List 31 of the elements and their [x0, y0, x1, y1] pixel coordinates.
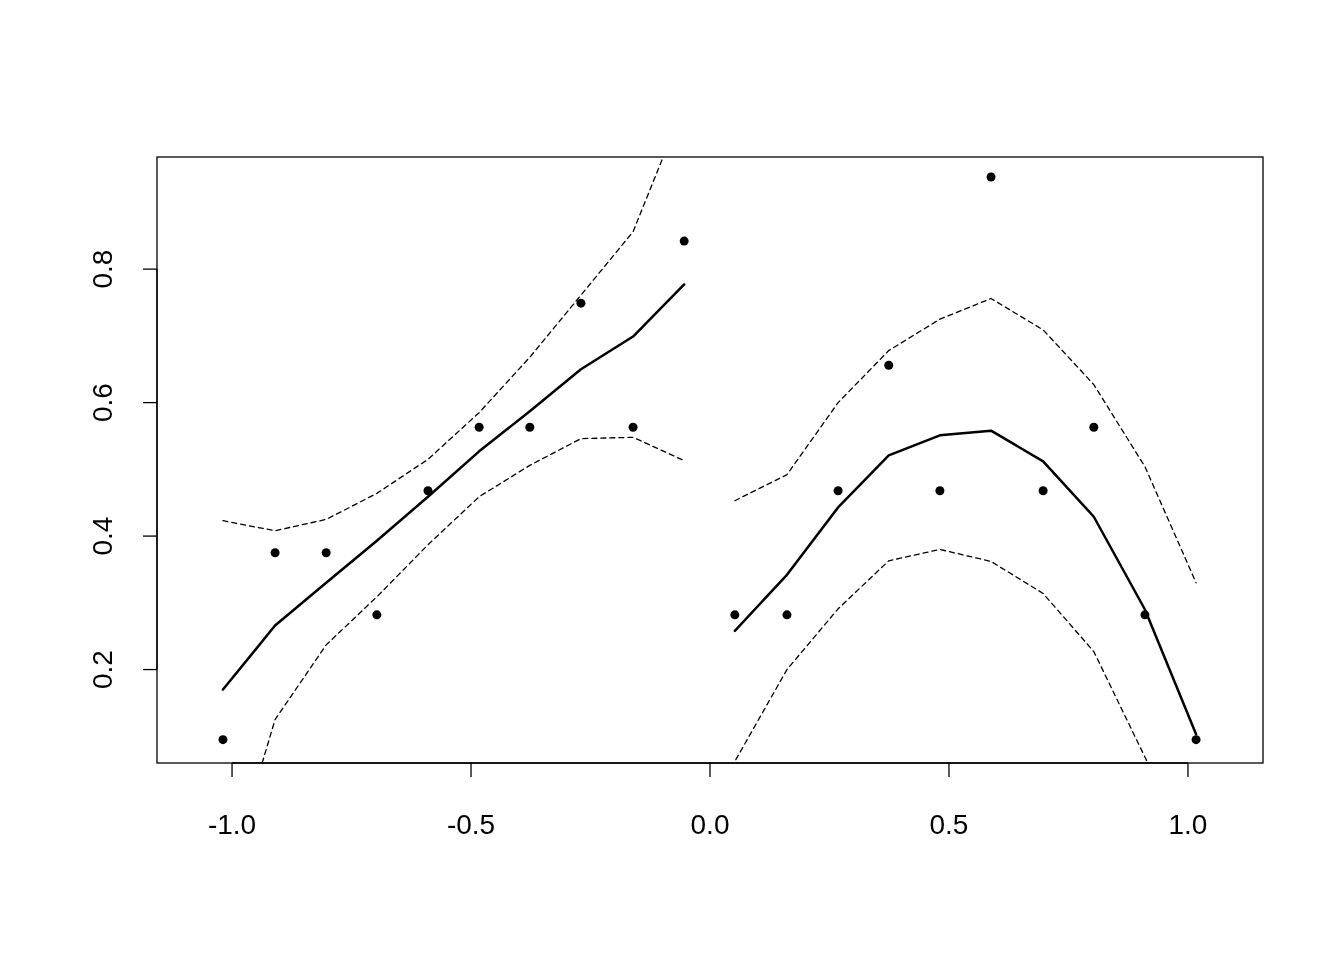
line-series [222, 157, 664, 532]
point [628, 422, 638, 432]
point [1038, 486, 1048, 496]
point [423, 486, 433, 496]
point [321, 548, 331, 558]
x-tick-label: 1.0 [1168, 809, 1208, 840]
point [935, 486, 945, 496]
point [218, 735, 228, 745]
point [730, 610, 740, 620]
point [1191, 735, 1201, 745]
line-series [734, 297, 1197, 584]
point [1089, 422, 1099, 432]
point [986, 172, 996, 182]
line-series [221, 283, 686, 691]
point [576, 298, 586, 308]
point [474, 422, 484, 432]
point [270, 548, 280, 558]
point [525, 422, 535, 432]
x-tick-label: 0.5 [929, 809, 969, 840]
x-tick-label: -0.5 [446, 809, 496, 840]
point [833, 486, 843, 496]
x-tick-label: 0.0 [690, 809, 730, 840]
x-tick-label: -1.0 [207, 809, 257, 840]
point [884, 360, 894, 370]
y-tick-label: 0.6 [87, 383, 118, 423]
point [782, 610, 792, 620]
y-tick-label: 0.8 [87, 249, 118, 289]
point [679, 236, 689, 246]
point [372, 610, 382, 620]
y-tick-label: 0.4 [87, 516, 118, 556]
y-tick-label: 0.2 [87, 650, 118, 690]
